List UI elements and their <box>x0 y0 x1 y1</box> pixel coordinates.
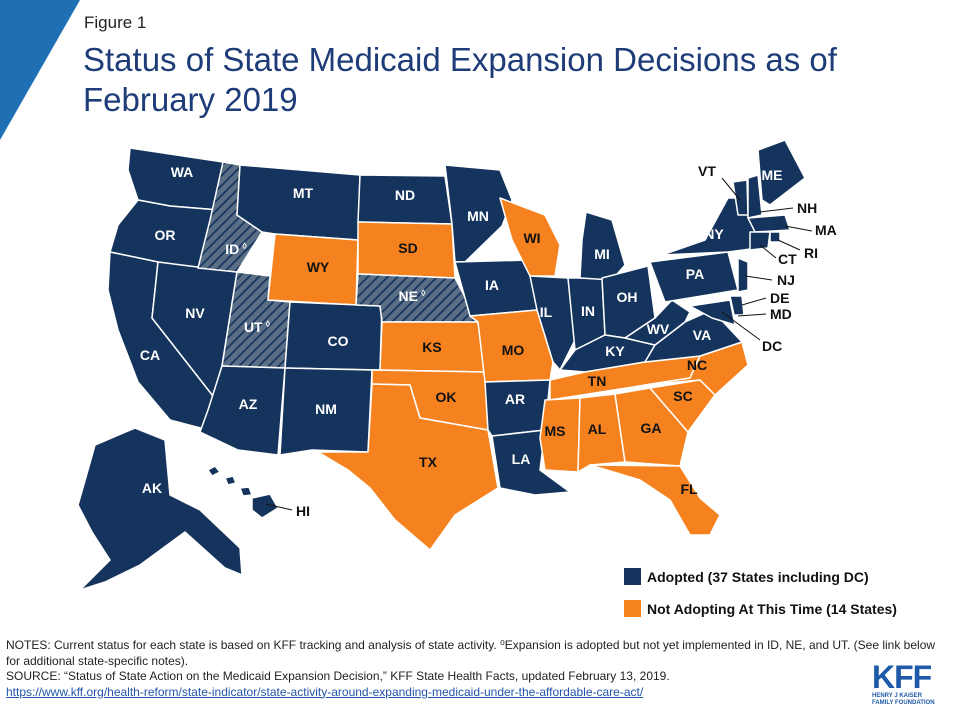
label-AR: AR <box>505 391 525 407</box>
label-VA: VA <box>693 327 711 343</box>
kff-logo: KFF HENRY J KAISER FAMILY FOUNDATION <box>872 661 947 707</box>
state-FL <box>589 464 721 536</box>
label-NV: NV <box>185 305 205 321</box>
label-IL: IL <box>540 304 553 320</box>
state-HI <box>207 465 279 519</box>
legend-swatch-adopted <box>624 568 641 586</box>
label-ND: ND <box>395 187 415 203</box>
state-WI <box>499 197 561 277</box>
state-GA <box>614 387 689 467</box>
state-DE <box>729 295 745 316</box>
label-TN: TN <box>588 373 607 389</box>
label-LA: LA <box>512 451 531 467</box>
legend-not-adopting-label: Not Adopting At This Time (14 States) <box>647 600 897 617</box>
label-PA: PA <box>686 266 704 282</box>
state-NC <box>644 341 749 396</box>
label-MT: MT <box>293 185 314 201</box>
label-AK: AK <box>142 480 162 496</box>
state-CT <box>749 231 771 251</box>
label-ID: ID ◊ <box>225 241 247 257</box>
label-TX: TX <box>419 454 438 470</box>
state-MA <box>747 214 791 233</box>
label-MN: MN <box>467 208 489 224</box>
label-MD: MD <box>770 306 792 322</box>
page-title: Status of State Medicaid Expansion Decis… <box>83 41 837 118</box>
state-RI <box>769 231 781 243</box>
legend-adopted-label: Adopted (37 States including DC) <box>647 568 869 585</box>
label-SD: SD <box>398 240 417 256</box>
label-AZ: AZ <box>239 396 258 412</box>
notes-text: NOTES: Current status for each state is … <box>6 638 936 668</box>
state-MS <box>539 397 581 473</box>
label-OH: OH <box>617 289 638 305</box>
state-MD <box>689 299 736 326</box>
legend-not-adopting: Not Adopting At This Time (14 States) <box>624 600 897 618</box>
label-OR: OR <box>155 227 176 243</box>
label-WY: WY <box>307 259 330 275</box>
legend-adopted: Adopted (37 States including DC) <box>624 568 869 586</box>
label-NM: NM <box>315 401 337 417</box>
figure-label: Figure 1 <box>84 13 147 32</box>
label-DE: DE <box>770 290 789 306</box>
label-MA: MA <box>815 222 837 238</box>
label-WA: WA <box>171 164 194 180</box>
label-IA: IA <box>485 277 499 293</box>
label-GA: GA <box>641 420 662 436</box>
label-NY: NY <box>704 226 724 242</box>
label-MO: MO <box>502 342 525 358</box>
label-CT: CT <box>778 251 797 267</box>
label-IN: IN <box>581 303 595 319</box>
label-AL: AL <box>588 421 607 437</box>
us-map: WA OR CA NV ID ◊ UT ◊ AZ MT WY CO NM ND SD… <box>77 139 837 591</box>
label-WV: WV <box>647 321 670 337</box>
state-MN <box>444 164 513 263</box>
source-text: SOURCE: “Status of State Action on the M… <box>6 669 670 683</box>
label-DC: DC <box>762 338 782 354</box>
label-SC: SC <box>673 388 692 404</box>
label-ME: ME <box>762 167 783 183</box>
state-NJ <box>737 257 749 293</box>
state-TX <box>317 383 499 551</box>
source-link[interactable]: https://www.kff.org/health-reform/state-… <box>6 684 644 699</box>
label-NJ: NJ <box>777 272 795 288</box>
label-HI: HI <box>296 503 310 519</box>
label-UT: UT ◊ <box>244 319 271 335</box>
label-NC: NC <box>687 357 707 373</box>
label-KS: KS <box>422 339 441 355</box>
label-OK: OK <box>436 389 457 405</box>
label-KY: KY <box>605 343 625 359</box>
state-NM <box>279 367 373 456</box>
label-CO: CO <box>328 333 349 349</box>
state-AR <box>484 379 551 437</box>
label-NH: NH <box>797 200 817 216</box>
kff-logo-main: KFF <box>872 659 932 695</box>
label-MI: MI <box>594 246 610 262</box>
kff-logo-sub2: FAMILY FOUNDATION <box>872 700 935 706</box>
state-NH <box>747 174 763 219</box>
state-ME <box>757 139 806 206</box>
legend-swatch-not-adopting <box>624 600 641 618</box>
notes-block: NOTES: Current status for each state is … <box>6 638 936 700</box>
state-AK <box>77 427 243 591</box>
label-VT: VT <box>698 163 716 179</box>
corner-accent <box>0 0 80 140</box>
state-WV <box>624 299 691 346</box>
label-RI: RI <box>804 245 818 261</box>
label-NE: NE ◊ <box>399 288 426 304</box>
label-FL: FL <box>680 481 698 497</box>
label-CA: CA <box>140 347 160 363</box>
label-WI: WI <box>523 230 540 246</box>
state-AL <box>577 393 626 473</box>
kff-logo-sub1: HENRY J KAISER <box>872 693 923 699</box>
label-MS: MS <box>545 423 566 439</box>
